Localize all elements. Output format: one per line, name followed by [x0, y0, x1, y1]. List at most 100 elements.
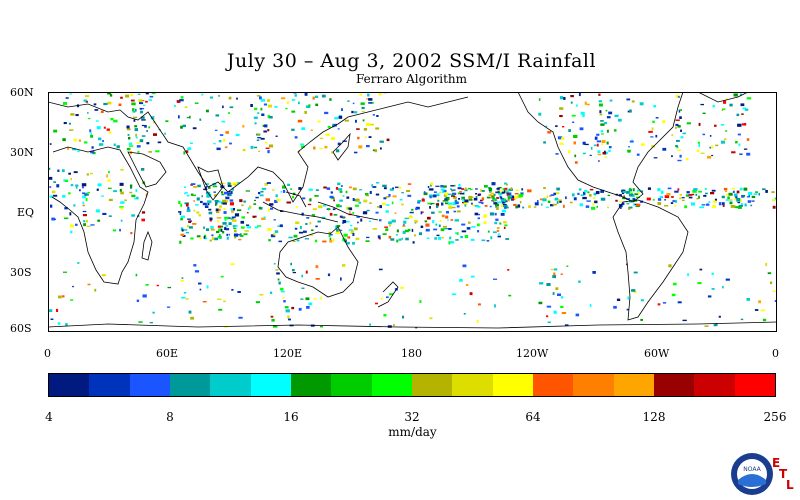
- rain-cell: [324, 145, 328, 149]
- rain-cell: [758, 192, 760, 196]
- rain-cell: [376, 115, 379, 117]
- rain-cell: [555, 192, 560, 195]
- noaa-logo-text: NOAA: [743, 466, 761, 473]
- rain-cell: [477, 217, 480, 220]
- rain-cell: [570, 95, 574, 98]
- rain-cell: [514, 195, 518, 199]
- rain-cell: [128, 142, 133, 146]
- rain-cell: [364, 136, 367, 138]
- rain-cell: [126, 147, 131, 151]
- rain-cell: [139, 107, 142, 110]
- rain-cell: [484, 205, 488, 207]
- rain-cell: [357, 136, 360, 140]
- rain-cell: [450, 190, 454, 192]
- rain-cell: [228, 96, 232, 100]
- rain-cell: [224, 216, 229, 220]
- rain-cell: [75, 223, 78, 226]
- rain-cell: [69, 93, 72, 95]
- rain-cell: [106, 128, 110, 131]
- rain-cell: [90, 224, 95, 226]
- rain-cell: [63, 122, 67, 125]
- rain-cell: [646, 197, 651, 201]
- rain-cell: [396, 229, 399, 233]
- rain-cell: [737, 123, 742, 127]
- rain-cell: [557, 293, 561, 296]
- rain-cell: [601, 133, 604, 135]
- rain-cell: [273, 325, 278, 328]
- rain-cell: [187, 147, 192, 151]
- rain-cell: [419, 300, 422, 303]
- rain-cell: [497, 235, 501, 238]
- rain-cell: [685, 194, 690, 197]
- rain-cell: [218, 234, 221, 238]
- rain-cell: [133, 119, 136, 122]
- rain-cell: [709, 146, 711, 149]
- rain-cell: [517, 204, 521, 208]
- rain-cell: [70, 113, 75, 116]
- rain-cell: [414, 220, 418, 223]
- rain-cell: [139, 139, 144, 143]
- rain-cell: [481, 239, 486, 242]
- rain-cell: [157, 141, 162, 144]
- rain-cell: [711, 288, 715, 290]
- rain-cell: [77, 150, 80, 153]
- rain-cell: [570, 101, 573, 104]
- rain-cell: [514, 193, 519, 195]
- rain-cell: [453, 184, 456, 187]
- colorbar-swatch: [290, 374, 332, 396]
- rain-cell: [82, 192, 86, 195]
- rain-cell: [421, 211, 424, 213]
- rain-cell: [144, 125, 147, 128]
- rain-cell: [215, 202, 217, 206]
- rain-cell: [647, 187, 651, 190]
- colorbar-tick-256: 256: [763, 410, 787, 424]
- rain-cell: [573, 134, 578, 138]
- rain-cell: [120, 201, 125, 204]
- rain-cell: [475, 193, 477, 195]
- rain-cell: [552, 292, 555, 295]
- rain-cell: [743, 194, 746, 197]
- rain-cell: [209, 217, 213, 221]
- rain-cell: [746, 298, 750, 301]
- rain-cell: [572, 121, 575, 123]
- rain-cell: [63, 217, 69, 220]
- rain-cell: [505, 190, 508, 193]
- rain-cell: [468, 199, 473, 201]
- rain-cell: [375, 127, 380, 130]
- rain-cell: [662, 147, 667, 151]
- rain-cell: [704, 187, 707, 190]
- rain-cell: [82, 195, 86, 199]
- rain-cell: [737, 202, 741, 204]
- rain-cell: [499, 196, 503, 199]
- rain-cell: [226, 236, 229, 240]
- rain-cell: [134, 128, 138, 132]
- rain-cell: [618, 118, 622, 122]
- rain-cell: [604, 121, 607, 125]
- rain-cell: [718, 315, 721, 318]
- rain-cell: [155, 150, 160, 153]
- rain-cell: [420, 225, 424, 228]
- rain-cell: [504, 206, 507, 209]
- lon-label-120w: 120W: [516, 347, 549, 360]
- rain-cell: [651, 127, 654, 131]
- rain-cell: [448, 228, 452, 230]
- rain-cell: [372, 149, 377, 152]
- rain-cell: [315, 265, 319, 269]
- rain-cell: [313, 146, 316, 150]
- rain-cell: [502, 202, 505, 204]
- rain-cell: [149, 95, 154, 98]
- rain-cell: [412, 241, 415, 244]
- rain-cell: [478, 201, 483, 204]
- rain-cell: [89, 129, 92, 133]
- rain-cell: [411, 208, 414, 211]
- rain-cell: [461, 196, 465, 200]
- rain-cell: [379, 219, 382, 222]
- rain-cell: [94, 288, 97, 292]
- rain-cell: [677, 96, 681, 98]
- rain-cell: [506, 192, 510, 195]
- rain-cell: [573, 197, 577, 201]
- rain-cell: [543, 141, 546, 144]
- rain-cell: [142, 294, 147, 298]
- rain-cell: [452, 202, 457, 205]
- rain-cell: [301, 145, 305, 149]
